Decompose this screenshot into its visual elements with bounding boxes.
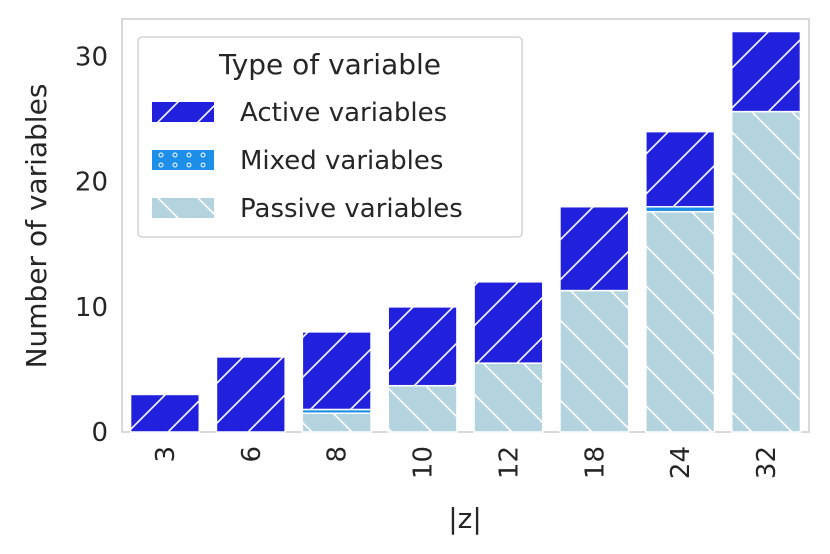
x-tick-label: 18 xyxy=(580,446,610,479)
legend-entries: Active variables Mixed variables Passive v… xyxy=(152,98,463,224)
y-axis-title: Number of variables xyxy=(20,84,53,369)
x-tick-labels: 3 6 8 10 12 18 24 32 xyxy=(151,446,782,479)
legend-swatch-mixed-variables xyxy=(152,150,214,170)
bar-passive-variables-18 xyxy=(559,289,630,433)
bar-passive-variables-8 xyxy=(301,412,372,433)
legend-label-mixed-variables: Mixed variables xyxy=(240,146,443,176)
bar-active-variables-18 xyxy=(559,205,630,292)
bars-layer xyxy=(129,30,802,433)
y-tick-label: 10 xyxy=(75,293,108,323)
bar-passive-variables-12 xyxy=(473,362,544,433)
x-tick-label: 12 xyxy=(494,446,524,479)
x-tick-label: 8 xyxy=(323,446,353,463)
y-tick-label: 30 xyxy=(75,43,108,73)
legend-swatch-active-variables xyxy=(152,102,214,122)
x-tick-label: 10 xyxy=(409,446,439,479)
legend-title: Type of variable xyxy=(218,48,441,81)
bar-active-variables-10 xyxy=(387,306,458,387)
bar-passive-variables-32 xyxy=(730,110,802,433)
legend-box xyxy=(137,36,523,238)
x-tick-label: 24 xyxy=(666,446,696,479)
x-axis-title: |z| xyxy=(448,502,482,535)
legend-swatch-passive-variables xyxy=(152,198,214,218)
bar-active-variables-32 xyxy=(730,30,802,113)
legend-label-active-variables: Active variables xyxy=(240,98,447,128)
bar-passive-variables-10 xyxy=(387,384,458,433)
bar-active-variables-8 xyxy=(301,331,372,411)
y-tick-labels: 0 10 20 30 xyxy=(75,43,108,448)
x-tick-label: 6 xyxy=(237,446,267,463)
bar-active-variables-3 xyxy=(129,393,201,433)
x-tick-label: 32 xyxy=(752,446,782,479)
legend-label-passive-variables: Passive variables xyxy=(240,194,463,224)
bar-active-variables-12 xyxy=(473,281,544,364)
bar-mixed-variables-24 xyxy=(645,205,716,213)
legend: Type of variable Active variables Mixed v… xyxy=(137,36,523,238)
bar-active-variables-24 xyxy=(645,130,716,208)
bar-active-variables-6 xyxy=(215,356,286,433)
bar-passive-variables-24 xyxy=(645,210,716,433)
y-tick-label: 20 xyxy=(75,168,108,198)
x-tick-label: 3 xyxy=(151,446,181,463)
y-tick-label: 0 xyxy=(91,418,108,448)
